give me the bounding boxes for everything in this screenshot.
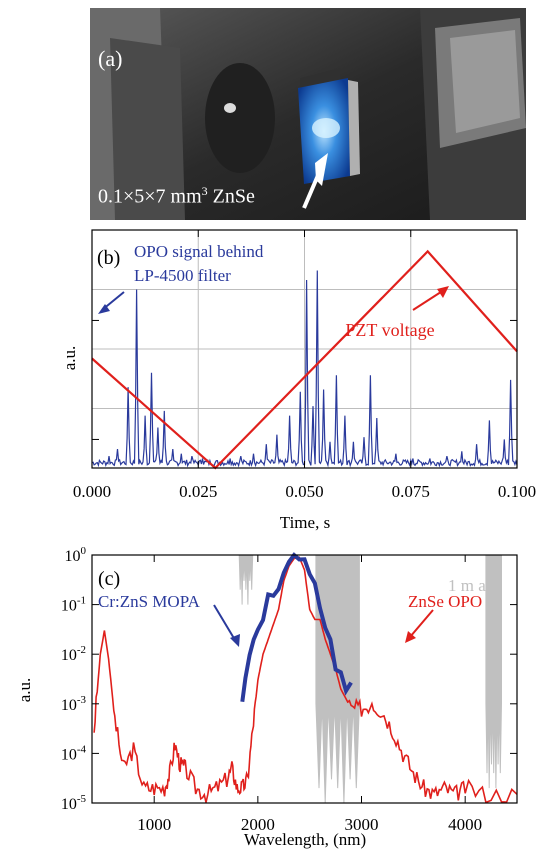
znse-annotation: ZnSe OPO <box>408 592 482 611</box>
y-tick-label-c: 10-4 <box>61 743 87 763</box>
panel-b-label: (b) <box>97 247 120 269</box>
x-tick-label-b: 0.075 <box>392 482 430 501</box>
x-tick-label-b: 0.050 <box>285 482 323 501</box>
zns-annotation: Cr:ZnS MOPA <box>98 592 201 611</box>
series-line-pzt-voltage <box>91 249 518 470</box>
y-axis-label-c: a.u. <box>15 678 34 703</box>
ticks-b: 0.000 0.025 0.050 0.075 0.100 <box>73 230 536 501</box>
panel-a-label: (a) <box>98 46 123 71</box>
panel-c-label: (c) <box>98 568 120 590</box>
x-tick-label-b: 0.025 <box>179 482 217 501</box>
x-tick-label-c: 4000 <box>448 815 482 834</box>
y-tick-label-c: 10-3 <box>61 694 87 714</box>
ticks-c: 1000 2000 3000 4000 10-5 10-4 10-3 10-2 10-1 100 <box>61 545 517 834</box>
series-area-air-absorption <box>485 554 502 789</box>
signal-arrow-head <box>98 304 110 314</box>
znse-arrow-shaft <box>409 609 434 638</box>
plot-frame-c <box>91 554 518 804</box>
photo-panel-a: (a) 0.1×5×7 mm3 ZnSe <box>90 8 526 220</box>
x-axis-label-c: Wavelength, (nm) <box>244 830 366 849</box>
series-line-znse-opo <box>93 556 518 804</box>
crystal-caption-exponent: 3 <box>201 184 208 198</box>
crystal-caption-main: 0.1×5×7 mm <box>98 185 202 208</box>
crystal-caption: 0.1×5×7 mm3 ZnSe <box>98 184 255 209</box>
y-tick-label-c: 10-1 <box>61 595 86 615</box>
znse-arrow-head <box>405 631 416 643</box>
zinc-selenide-crystal-photo <box>90 8 526 220</box>
y-tick-label-c: 10-5 <box>61 793 87 813</box>
zns-arrow-head <box>230 634 240 647</box>
pzt-annotation: PZT voltage <box>345 320 434 340</box>
pzt-arrow-shaft <box>412 289 445 311</box>
y-tick-label-c: 100 <box>65 545 87 565</box>
x-tick-label-c: 1000 <box>137 815 171 834</box>
air-annotation: 1 m air <box>448 576 496 595</box>
x-tick-label-c: 3000 <box>345 815 379 834</box>
x-axis-label-b: Time, s <box>280 513 330 532</box>
annotation-arrows-c <box>213 604 434 647</box>
zns-arrow-shaft <box>213 604 236 641</box>
x-tick-label-c: 2000 <box>241 815 275 834</box>
y-tick-label-c: 10-2 <box>61 644 86 664</box>
signal-annotation-line1: OPO signal behind <box>134 242 264 261</box>
signal-annotation-line2: LP-4500 filter <box>134 266 231 285</box>
x-tick-label-b: 0.100 <box>498 482 536 501</box>
x-tick-label-b: 0.000 <box>73 482 111 501</box>
y-axis-label-b: a.u. <box>60 346 79 371</box>
chart-panel-c: 1000 2000 3000 400010-510-410-310-210-1100 … <box>15 545 518 849</box>
crystal-caption-tail: ZnSe <box>207 185 255 208</box>
chart-panel-b: 0.000 0.025 0.050 0.075 0.100 (b) OPO signal… <box>60 229 536 532</box>
pzt-arrow-head <box>437 286 449 298</box>
series-area-air-absorption <box>238 554 254 605</box>
annotation-arrows-b <box>98 286 449 314</box>
